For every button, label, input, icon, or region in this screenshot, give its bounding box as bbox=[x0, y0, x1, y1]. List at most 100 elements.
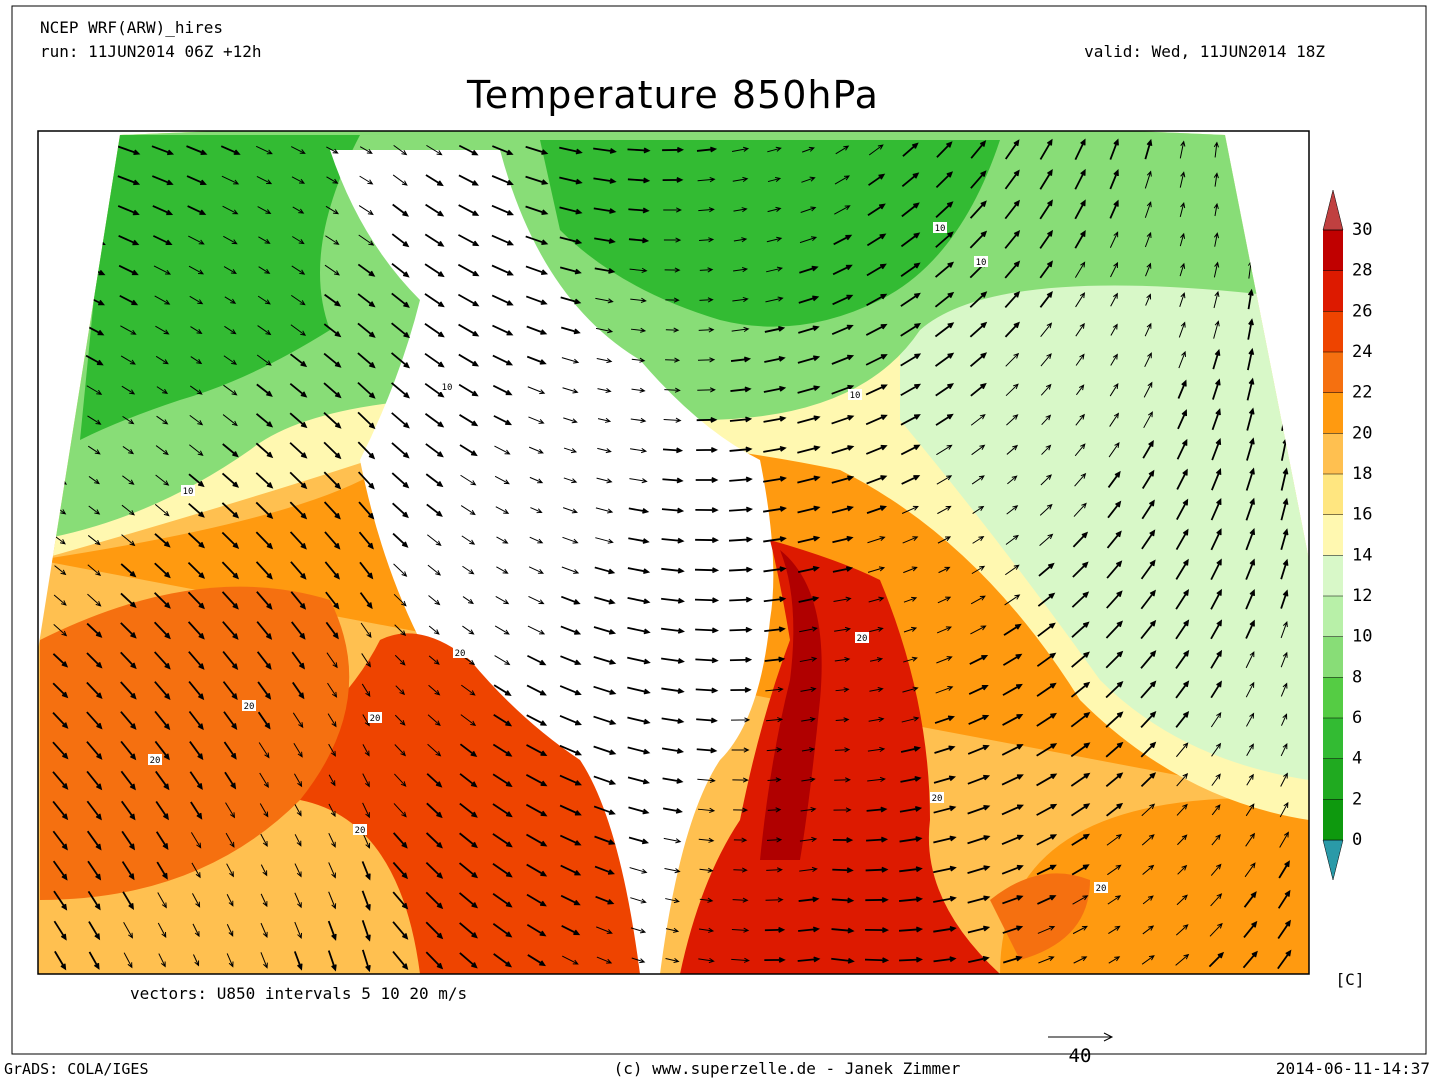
wind-vector bbox=[87, 890, 101, 911]
wind-vector bbox=[733, 807, 749, 813]
wind-vector bbox=[225, 832, 235, 848]
wind-vector bbox=[226, 863, 234, 878]
wind-vector bbox=[222, 205, 239, 215]
wind-vector bbox=[458, 144, 479, 156]
wind-vector bbox=[937, 536, 952, 544]
wind-vector bbox=[731, 146, 750, 152]
wind-vector bbox=[1213, 172, 1219, 187]
wind-vector bbox=[630, 927, 647, 934]
software-label: GrADS: COLA/IGES bbox=[4, 1060, 149, 1078]
wind-vector bbox=[661, 567, 685, 574]
wind-vector bbox=[52, 741, 69, 760]
wind-vector bbox=[1281, 229, 1287, 249]
wind-vector bbox=[53, 475, 68, 485]
wind-vector bbox=[459, 802, 478, 818]
wind-vector bbox=[428, 625, 440, 635]
wind-vector bbox=[1212, 378, 1221, 400]
wind-vector bbox=[121, 861, 135, 881]
wind-vector bbox=[1281, 171, 1287, 188]
wind-vector bbox=[831, 414, 855, 425]
wind-vector bbox=[968, 684, 989, 695]
wind-vector bbox=[257, 325, 272, 336]
wind-vector bbox=[83, 205, 107, 216]
wind-vector bbox=[52, 860, 68, 881]
wind-vector bbox=[1006, 414, 1019, 426]
wind-vector bbox=[594, 566, 616, 575]
wind-vector bbox=[256, 175, 273, 185]
wind-vector bbox=[695, 477, 719, 483]
wind-vector bbox=[596, 926, 613, 934]
colorbar-box bbox=[1323, 230, 1343, 271]
wind-vector bbox=[868, 144, 884, 156]
wind-vector bbox=[1040, 353, 1052, 367]
wind-vector bbox=[597, 447, 612, 454]
wind-vector bbox=[866, 233, 887, 247]
wind-vector bbox=[323, 382, 342, 399]
wind-vector bbox=[699, 267, 714, 273]
wind-vector bbox=[731, 747, 750, 753]
wind-vector bbox=[1142, 925, 1155, 935]
wind-vector bbox=[1242, 950, 1258, 969]
wind-vector bbox=[426, 802, 443, 819]
wind-vector bbox=[797, 565, 820, 574]
wind-vector bbox=[1004, 594, 1021, 606]
wind-vector bbox=[1070, 772, 1091, 787]
wind-vector bbox=[1140, 619, 1157, 640]
wind-vector bbox=[969, 230, 988, 249]
wind-vector bbox=[1002, 653, 1023, 666]
wind-vector bbox=[1071, 864, 1090, 876]
colorbar-label: 28 bbox=[1352, 261, 1372, 281]
wind-vector bbox=[226, 924, 234, 937]
wind-vector bbox=[1176, 773, 1189, 787]
wind-vector bbox=[1004, 321, 1020, 338]
wind-vector bbox=[291, 294, 306, 306]
wind-vector bbox=[1109, 412, 1120, 427]
contour-label-box bbox=[453, 647, 467, 658]
wind-vector bbox=[122, 475, 135, 485]
wind-vector bbox=[1106, 590, 1123, 609]
wind-vector bbox=[696, 416, 718, 423]
wind-vector bbox=[695, 537, 719, 544]
wind-vector bbox=[154, 295, 171, 305]
wind-vector bbox=[596, 956, 613, 964]
wind-vector bbox=[292, 712, 304, 729]
wind-vector bbox=[359, 561, 374, 580]
wind-vector bbox=[627, 626, 651, 635]
wind-vector bbox=[559, 176, 583, 185]
wind-vector bbox=[1004, 199, 1020, 220]
wind-vector bbox=[868, 173, 886, 186]
wind-vector bbox=[798, 295, 820, 304]
contour-label: 20 bbox=[932, 794, 943, 804]
wind-vector bbox=[222, 414, 238, 427]
wind-vector bbox=[1037, 592, 1056, 607]
wind-vector bbox=[1071, 833, 1091, 846]
wind-vector bbox=[53, 624, 68, 637]
wind-vector bbox=[899, 836, 923, 843]
wind-vector bbox=[1280, 497, 1289, 521]
contour-label-box bbox=[855, 632, 869, 643]
wind-vector bbox=[933, 926, 957, 933]
wind-vector bbox=[1278, 860, 1290, 879]
wind-vector bbox=[1074, 168, 1086, 190]
wind-vector bbox=[628, 806, 650, 815]
wind-vector bbox=[119, 294, 139, 306]
colorbar-label: 12 bbox=[1352, 586, 1372, 606]
wind-vector bbox=[1277, 949, 1292, 970]
wind-vector bbox=[1005, 352, 1020, 367]
wind-vector bbox=[560, 655, 582, 666]
wind-vector bbox=[328, 891, 337, 910]
wind-vector bbox=[189, 741, 204, 761]
colorbar-box bbox=[1323, 514, 1343, 556]
contour-label: 10 bbox=[976, 258, 987, 268]
wind-vector bbox=[563, 417, 578, 424]
wind-vector bbox=[258, 236, 271, 244]
wind-vector bbox=[1036, 712, 1057, 727]
wind-vector bbox=[428, 655, 440, 665]
wind-vector bbox=[292, 206, 305, 214]
wind-vector bbox=[902, 142, 919, 157]
contour-label: 20 bbox=[370, 714, 381, 724]
wind-vector bbox=[526, 355, 547, 365]
wind-vector bbox=[1247, 230, 1253, 248]
wind-vector bbox=[357, 471, 375, 490]
wind-vector bbox=[935, 231, 954, 248]
